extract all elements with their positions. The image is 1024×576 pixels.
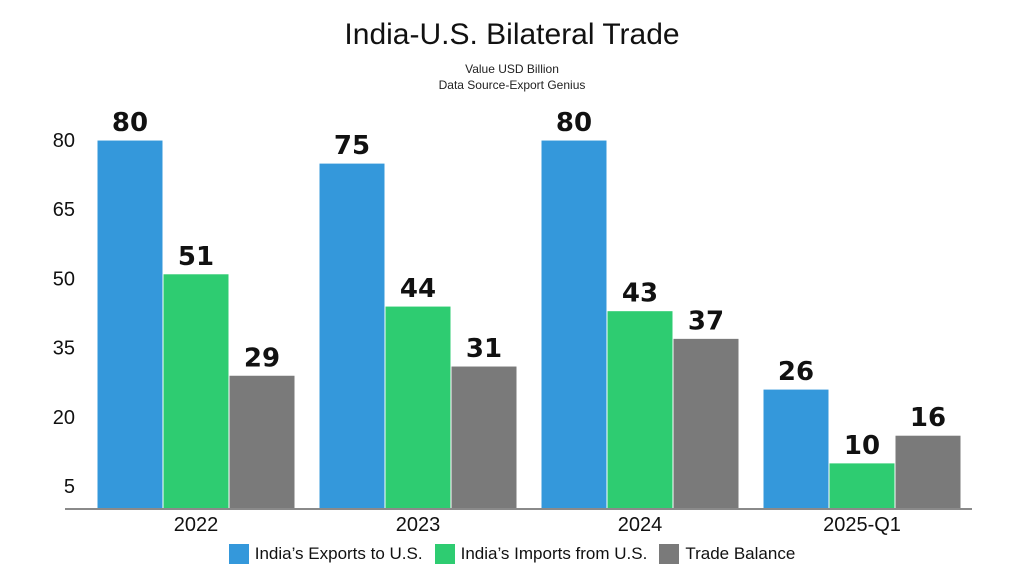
bar bbox=[894, 434, 962, 510]
y-tick-label: 65 bbox=[53, 199, 75, 221]
y-tick-label: 20 bbox=[53, 407, 75, 429]
legend-item: Trade Balance bbox=[659, 544, 795, 564]
data-label: 26 bbox=[778, 357, 814, 387]
chart-title: India-U.S. Bilateral Trade bbox=[344, 18, 680, 51]
x-tick-label: 2023 bbox=[396, 514, 441, 536]
bar bbox=[318, 162, 386, 510]
data-label: 80 bbox=[556, 108, 592, 138]
legend-label: Trade Balance bbox=[685, 544, 796, 563]
legend-label: India’s Exports to U.S. bbox=[254, 544, 423, 563]
y-tick-label: 80 bbox=[53, 130, 75, 152]
bar bbox=[228, 374, 296, 510]
legend-item: India’s Exports to U.S. bbox=[228, 544, 423, 564]
bar bbox=[384, 305, 452, 510]
bar bbox=[540, 139, 608, 510]
legend-swatch bbox=[228, 544, 249, 564]
bar bbox=[162, 273, 230, 510]
data-label: 16 bbox=[910, 403, 946, 433]
data-label: 31 bbox=[466, 334, 502, 364]
x-tick-label: 2022 bbox=[174, 514, 219, 536]
data-label: 10 bbox=[844, 431, 880, 461]
legend-swatch bbox=[434, 544, 455, 564]
y-tick-label: 50 bbox=[53, 268, 75, 290]
chart-subtitle-source: Data Source-Export Genius bbox=[438, 78, 586, 92]
data-label: 37 bbox=[688, 306, 724, 336]
data-label: 43 bbox=[622, 279, 658, 309]
bar bbox=[828, 462, 896, 510]
x-tick-label: 2024 bbox=[618, 514, 663, 536]
bar bbox=[672, 337, 740, 510]
chart-subtitle-units: Value USD Billion bbox=[465, 62, 559, 76]
y-tick-label: 35 bbox=[53, 338, 75, 360]
bar bbox=[450, 365, 518, 510]
bar bbox=[762, 388, 830, 510]
legend-swatch bbox=[659, 544, 680, 564]
chart-legend: India’s Exports to U.S. India’s Imports f… bbox=[0, 544, 1024, 564]
legend-item: India’s Imports from U.S. bbox=[434, 544, 648, 564]
x-tick-label: 2025-Q1 bbox=[823, 514, 901, 536]
data-label: 51 bbox=[178, 242, 214, 272]
bar bbox=[606, 310, 674, 510]
bar bbox=[96, 139, 164, 510]
data-label: 75 bbox=[334, 131, 370, 161]
data-label: 80 bbox=[112, 108, 148, 138]
data-label: 29 bbox=[244, 343, 280, 373]
legend-label: India’s Imports from U.S. bbox=[460, 544, 648, 563]
data-label: 44 bbox=[400, 274, 436, 304]
y-tick-label: 5 bbox=[64, 476, 75, 498]
